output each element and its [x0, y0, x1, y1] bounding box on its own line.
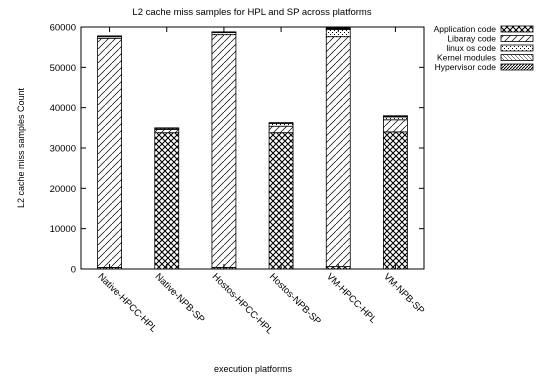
y-tick-label: 60000: [50, 23, 76, 34]
legend-swatch: [500, 25, 534, 33]
bar-segment-libaray-code: [97, 37, 122, 268]
bar-segment-libaray-code: [211, 34, 237, 268]
plot-frame: [80, 26, 425, 270]
y-tick-label: 20000: [50, 184, 76, 195]
legend-label: Kernel modules: [437, 53, 496, 63]
y-tick-label: 10000: [50, 224, 76, 235]
x-tick-label: Hostos-NPB-SP: [267, 271, 323, 327]
bar-segment-kernel-modules: [268, 122, 294, 124]
legend-swatch: [500, 63, 534, 71]
x-tick-label: VM-HPCC-HPL: [324, 271, 378, 325]
bar-segment-application-code: [154, 132, 180, 270]
bar-segment-linux-os-code: [268, 122, 294, 127]
legend-swatch: [500, 44, 534, 52]
y-tick-label: 40000: [50, 103, 76, 114]
bar-segment-libaray-code: [383, 119, 408, 133]
legend-label: linux os code: [446, 43, 496, 53]
bar-segment-hypervisor-code: [383, 115, 408, 117]
y-axis: 0 10000 20000 30000 40000 50000 60000: [50, 23, 424, 276]
legend-swatch: [500, 54, 534, 61]
y-axis-label: L2 cache miss samples Count: [16, 87, 26, 208]
bar-segment-application-code: [383, 131, 408, 270]
bars: [97, 27, 408, 270]
x-tick-label: Hostos-HPCC-HPL: [210, 271, 275, 336]
x-tick-label: Native-NPB-SP: [153, 271, 207, 325]
legend-label: Hypervisor code: [435, 62, 497, 72]
bar-segment-kernel-modules: [97, 35, 122, 38]
x-axis-label: execution platforms: [214, 364, 293, 374]
bar-segment-application-code: [268, 132, 294, 270]
bar-segment-libaray-code: [154, 129, 180, 134]
y-tick-label: 50000: [50, 63, 76, 74]
x-tick-label: VM-NPB-SP: [381, 271, 426, 316]
bar-segment-libaray-code: [325, 36, 351, 267]
x-tick-label: Native-HPCC-HPL: [95, 271, 158, 334]
bar-segment-kernel-modules: [154, 127, 180, 129]
bar-segment-linux-os-code: [383, 116, 408, 121]
chart-title: L2 cache miss samples for HPL and SP acr…: [132, 7, 371, 18]
y-tick-label: 0: [71, 265, 76, 276]
legend-label: Libaray code: [447, 34, 496, 44]
legend-swatch: [500, 35, 534, 42]
y-tick-label: 30000: [50, 144, 76, 155]
bar-segment-libaray-code: [268, 125, 294, 134]
legend-label: Application code: [434, 24, 497, 34]
